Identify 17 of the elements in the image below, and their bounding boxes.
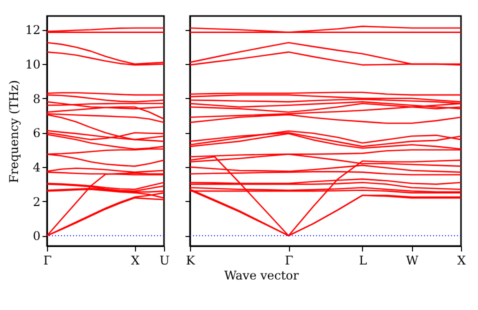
x-tick-label: W [406,254,420,268]
y-tick-label: 8 [32,92,40,106]
x-tick-label: K [186,254,196,268]
x-tick-label: Γ [284,254,294,268]
y-axis-title: Frequency (THz) [7,80,22,183]
x-tick-label: Γ [43,254,52,268]
x-tick-label: X [130,254,140,268]
y-tick-label: 2 [32,194,40,209]
x-tick-label: X [457,254,466,268]
y-tick-label: 0 [32,229,40,244]
y-tick-label: 6 [32,126,40,140]
y-tick-label: 4 [32,160,41,175]
y-tick-label: 10 [25,58,40,72]
x-axis-title: Wave vector [224,268,300,282]
x-tick-label: L [358,254,367,268]
x-tick-label: U [159,254,170,268]
y-tick-label: 12 [25,23,40,38]
